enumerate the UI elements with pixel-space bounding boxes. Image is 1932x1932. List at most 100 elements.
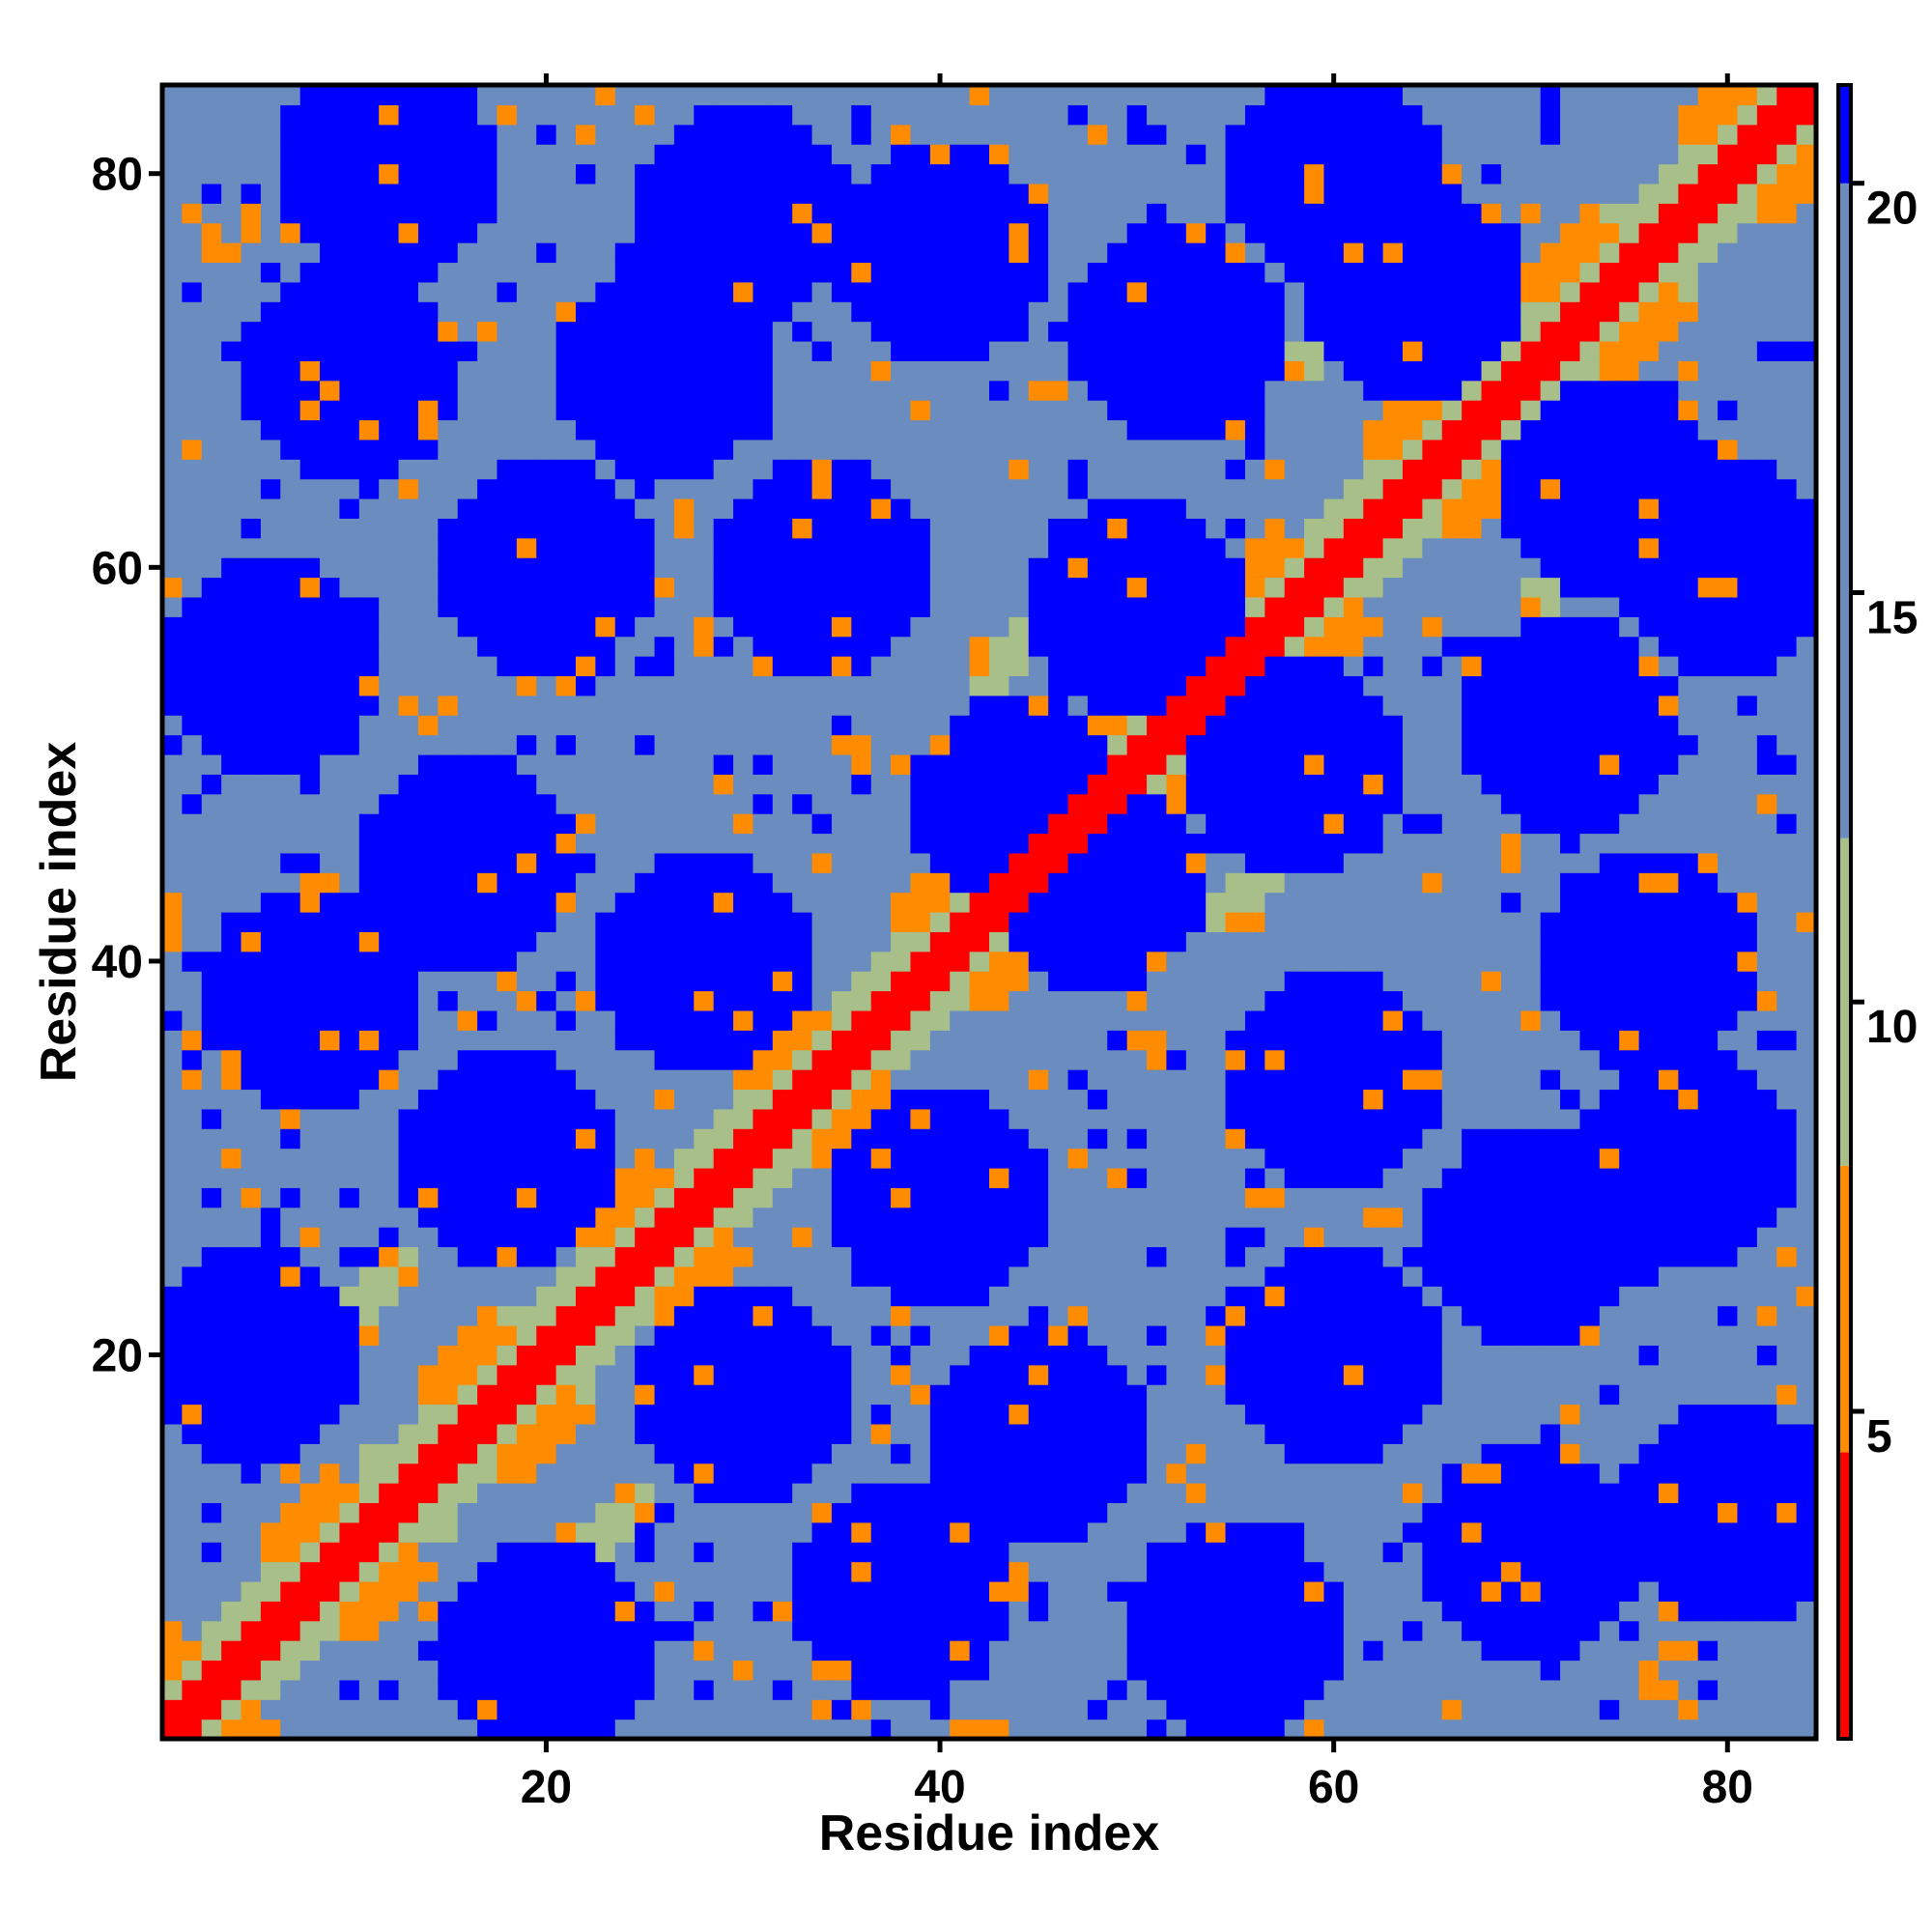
heatmap-cell [1185, 951, 1207, 972]
heatmap-cell [811, 636, 833, 657]
heatmap-cell [989, 144, 1009, 165]
heatmap-cell [1264, 656, 1286, 677]
heatmap-cell [280, 1364, 301, 1385]
heatmap-cell [1206, 1128, 1227, 1150]
heatmap-cell [1225, 163, 1246, 185]
heatmap-cell [201, 478, 222, 499]
heatmap-cell [457, 1719, 478, 1739]
heatmap-cell [280, 459, 301, 480]
heatmap-cell [477, 1364, 498, 1385]
heatmap-cell [1166, 1049, 1187, 1070]
heatmap-cell [1284, 793, 1305, 814]
heatmap-cell [595, 1345, 616, 1366]
heatmap-cell [792, 321, 813, 342]
heatmap-cell [673, 636, 695, 657]
heatmap-cell [1009, 636, 1030, 657]
heatmap-cell [457, 1325, 478, 1346]
heatmap-cell [614, 242, 636, 264]
heatmap-cell [457, 557, 478, 579]
heatmap-cell [576, 537, 596, 558]
heatmap-cell [1048, 163, 1069, 185]
heatmap-cell [891, 1640, 912, 1662]
heatmap-cell [595, 1660, 616, 1681]
heatmap-cell [673, 912, 695, 932]
heatmap-cell [1185, 774, 1207, 795]
heatmap-cell [497, 1521, 518, 1543]
heatmap-cell [201, 695, 222, 716]
heatmap-cell [673, 419, 695, 440]
heatmap-cell [635, 1345, 656, 1366]
heatmap-cell [1048, 753, 1069, 775]
heatmap-cell [536, 1404, 557, 1425]
heatmap-cell [1264, 912, 1286, 932]
heatmap-cell [1166, 478, 1187, 499]
heatmap-cell [694, 163, 715, 185]
heatmap-cell [1185, 498, 1207, 519]
heatmap-cell [457, 380, 478, 401]
heatmap-cell [339, 537, 360, 558]
heatmap-cell [694, 400, 715, 421]
heatmap-cell [635, 104, 656, 126]
heatmap-cell [1126, 478, 1148, 499]
heatmap-cell [320, 183, 341, 204]
heatmap-cell [555, 478, 577, 499]
heatmap-cell [851, 1384, 872, 1406]
heatmap-cell [694, 675, 715, 696]
heatmap-cell [1009, 695, 1030, 716]
heatmap-cell [891, 262, 912, 283]
heatmap-cell [1185, 695, 1207, 716]
heatmap-cell [811, 1030, 833, 1051]
heatmap-cell [280, 596, 301, 617]
heatmap-cell [221, 183, 242, 204]
heatmap-cell [417, 1580, 439, 1602]
heatmap-cell [477, 537, 498, 558]
heatmap-cell [358, 380, 380, 401]
heatmap-cell [260, 715, 281, 736]
heatmap-cell [753, 163, 774, 185]
heatmap-cell [1304, 281, 1325, 302]
heatmap-cell [694, 774, 715, 795]
heatmap-cell [1206, 1265, 1227, 1287]
heatmap-cell [831, 1660, 852, 1681]
heatmap-cell [792, 1089, 813, 1110]
heatmap-cell [1009, 1463, 1030, 1484]
heatmap-cell [891, 242, 912, 264]
heatmap-cell [536, 695, 557, 716]
heatmap-cell [417, 1521, 439, 1543]
heatmap-cell [299, 321, 321, 342]
heatmap-cell [614, 301, 636, 323]
heatmap-cell [516, 340, 537, 361]
heatmap-cell [299, 439, 321, 460]
heatmap-cell [1185, 1345, 1207, 1366]
heatmap-cell [950, 518, 971, 539]
heatmap-cell [1244, 1679, 1265, 1700]
heatmap-cell [398, 872, 419, 894]
heatmap-cell [516, 203, 537, 224]
heatmap-cell [241, 931, 262, 952]
heatmap-cell [733, 912, 754, 932]
heatmap-cell [1107, 242, 1128, 264]
heatmap-cell [516, 242, 537, 264]
heatmap-cell [694, 557, 715, 579]
heatmap-cell [614, 695, 636, 716]
heatmap-cell [299, 1640, 321, 1662]
heatmap-cell [654, 321, 675, 342]
heatmap-cell [241, 971, 262, 992]
heatmap-cell [379, 813, 400, 835]
heatmap-cell [1028, 203, 1049, 224]
heatmap-cell [792, 1305, 813, 1326]
heatmap-cell [241, 380, 262, 401]
heatmap-cell [910, 872, 931, 894]
heatmap-cell [339, 715, 360, 736]
heatmap-cell [713, 419, 734, 440]
heatmap-cell [694, 1463, 715, 1484]
heatmap-cell [654, 518, 675, 539]
heatmap-cell [713, 1601, 734, 1622]
heatmap-cell [457, 1601, 478, 1622]
heatmap-cell [536, 439, 557, 460]
heatmap-cell [1284, 419, 1305, 440]
heatmap-cell [654, 1660, 675, 1681]
heatmap-cell [753, 85, 774, 105]
heatmap-cell [1028, 596, 1049, 617]
heatmap-cell [162, 419, 183, 440]
